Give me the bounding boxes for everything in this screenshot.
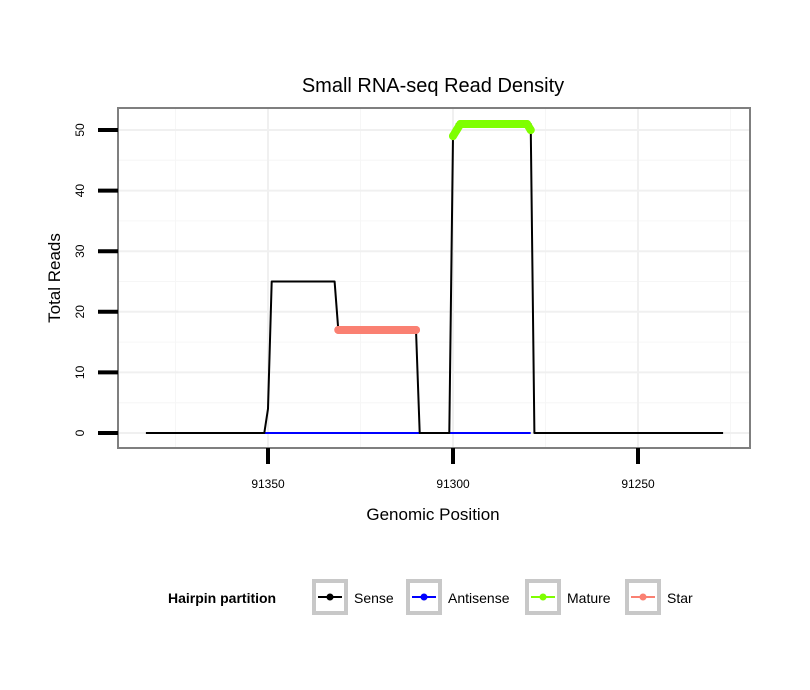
legend-key-dot-antisense	[420, 593, 428, 601]
series-layer	[145, 119, 724, 434]
axes: 0 10 20 30 40 50 91350 91300 91250	[73, 123, 655, 491]
x-tick-label: 91300	[436, 477, 470, 491]
panel-border	[117, 107, 751, 449]
x-axis-title: Genomic Position	[366, 505, 499, 524]
legend-key-dot-sense	[326, 593, 334, 601]
legend-label-star: Star	[667, 590, 693, 606]
legend-label-mature: Mature	[567, 590, 611, 606]
data-point-mature	[449, 132, 457, 141]
legend-key-dot-star	[639, 593, 647, 601]
data-point-mature	[526, 126, 535, 134]
y-tick-label: 0	[73, 429, 87, 436]
y-tick-label: 30	[73, 244, 87, 258]
data-point-mature	[523, 119, 531, 128]
legend-key-dot-mature	[539, 593, 547, 601]
y-axis-title: Total Reads	[45, 233, 64, 323]
y-tick-label: 40	[73, 184, 87, 198]
x-tick-label: 91350	[251, 477, 285, 491]
y-tick-label: 20	[73, 305, 87, 319]
series-line-sense	[145, 122, 724, 434]
legend-label-sense: Sense	[354, 590, 394, 606]
legend: Hairpin partition Sense Antisense Mature St…	[168, 579, 693, 615]
x-tick-label: 91250	[621, 477, 655, 491]
legend-label-antisense: Antisense	[448, 590, 510, 606]
y-tick-label: 10	[73, 365, 87, 379]
data-point-mature	[452, 126, 461, 134]
data-point-star	[412, 325, 420, 334]
y-tick-label: 50	[73, 123, 87, 137]
legend-title: Hairpin partition	[168, 590, 276, 606]
grid	[118, 108, 750, 448]
chart-title: Small RNA-seq Read Density	[302, 75, 564, 97]
